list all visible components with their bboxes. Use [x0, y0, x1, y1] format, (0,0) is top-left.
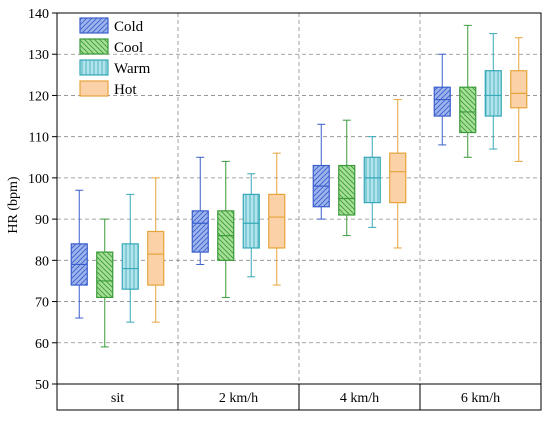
box-hot-2 — [389, 99, 407, 249]
box-warm-1 — [242, 173, 260, 278]
legend-swatch-outline — [79, 59, 109, 76]
box-fill — [147, 231, 164, 286]
box-outline — [147, 230, 165, 286]
y-tick-label: 60 — [35, 337, 49, 352]
box-hatch — [122, 243, 139, 290]
y-tick-label: 100 — [28, 172, 49, 187]
box-cool-0 — [96, 218, 114, 348]
y-tick-label: 130 — [28, 48, 49, 63]
box-hot-3 — [510, 37, 528, 162]
box-hatch — [338, 165, 355, 215]
box-outline — [268, 193, 286, 249]
box-hatch — [434, 87, 451, 117]
legend-label: Hot — [114, 82, 137, 98]
y-tick-label: 50 — [35, 378, 49, 393]
legend-swatch-fill — [80, 81, 108, 96]
box-hatch — [459, 87, 476, 133]
box-outline — [433, 86, 451, 117]
legend-label: Cold — [114, 19, 144, 35]
box-cold-2 — [312, 123, 330, 220]
box-hot-1 — [268, 152, 286, 286]
box-cool-2 — [338, 119, 356, 237]
legend-swatch-hatch — [80, 39, 108, 54]
grid-layer — [57, 13, 541, 384]
legend-item-cold: Cold — [79, 17, 144, 35]
box-outline — [510, 70, 528, 109]
marks-layer — [70, 24, 528, 348]
axes-layer: 50 60 70 80 90 100 110 120 130 140 sit 2 km/h 4 km/h… — [28, 7, 542, 411]
y-tick-label: 70 — [35, 296, 49, 311]
category-label: sit — [111, 391, 124, 406]
box-fill — [389, 153, 406, 203]
box-outline — [389, 152, 407, 204]
legend-label: Warm — [114, 61, 151, 77]
box-hot-0 — [147, 177, 165, 323]
box-fill — [510, 70, 527, 108]
y-tick-label: 80 — [35, 254, 49, 269]
box-outline — [96, 251, 114, 299]
box-hatch — [485, 70, 502, 117]
box-cool-1 — [217, 160, 235, 298]
category-label: 4 km/h — [340, 391, 379, 406]
box-hatch — [96, 252, 113, 298]
box-outline — [484, 70, 502, 117]
legend: Cold Cool Warm Hot — [79, 17, 151, 98]
box-hatch — [243, 194, 260, 248]
legend-swatch-hatch — [80, 18, 108, 33]
box-outline — [191, 210, 209, 253]
y-axis-label: HR (bpm) — [6, 176, 21, 234]
legend-swatch-outline — [79, 80, 109, 97]
category-label: 6 km/h — [461, 391, 500, 406]
box-outline — [121, 243, 139, 290]
box-hatch — [192, 210, 209, 253]
box-warm-3 — [484, 33, 502, 150]
legend-swatch-outline — [79, 17, 109, 34]
legend-item-cool: Cool — [79, 38, 143, 56]
y-tick-label: 140 — [28, 7, 49, 22]
box-cold-1 — [191, 156, 209, 265]
legend-swatch-hatch — [80, 60, 108, 75]
box-outline — [363, 156, 381, 204]
box-cold-0 — [70, 189, 88, 319]
y-tick-label: 120 — [28, 89, 49, 104]
legend-item-hot: Hot — [79, 80, 137, 98]
box-cool-3 — [459, 24, 477, 158]
box-hatch — [364, 157, 381, 203]
y-tick-label: 110 — [29, 131, 49, 146]
box-warm-0 — [121, 193, 139, 323]
box-outline — [338, 164, 356, 216]
box-cold-3 — [433, 53, 451, 146]
box-outline — [459, 86, 477, 134]
y-tick-label: 90 — [35, 213, 49, 228]
box-warm-2 — [363, 136, 381, 228]
box-outline — [242, 193, 260, 249]
legend-label: Cool — [114, 40, 143, 56]
legend-item-warm: Warm — [79, 59, 151, 77]
category-label: 2 km/h — [219, 391, 258, 406]
box-fill — [268, 194, 285, 248]
legend-swatch-outline — [79, 38, 109, 55]
